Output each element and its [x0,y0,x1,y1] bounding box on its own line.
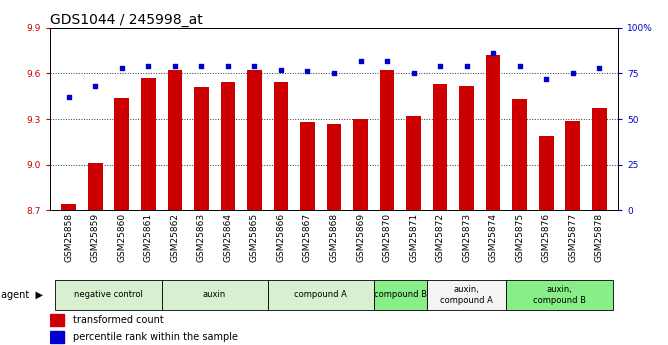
Bar [50,331,64,343]
Text: GSM25865: GSM25865 [250,213,259,262]
Bar [460,86,474,210]
Bar [427,280,506,310]
Point [329,71,339,76]
Bar [141,78,156,210]
Bar [274,82,288,210]
Text: GDS1044 / 245998_at: GDS1044 / 245998_at [50,12,203,27]
Bar [88,163,102,210]
Text: GSM25859: GSM25859 [91,213,100,262]
Text: GSM25874: GSM25874 [489,213,498,262]
Text: GSM25861: GSM25861 [144,213,153,262]
Bar [406,116,421,210]
Bar [247,70,262,210]
Point [222,63,233,69]
Point [408,71,419,76]
Bar [327,124,341,210]
Point [541,76,552,81]
Bar [380,70,394,210]
Text: GSM25871: GSM25871 [409,213,418,262]
Point [355,58,366,63]
Point [435,63,446,69]
Point [249,63,260,69]
Bar [566,120,580,210]
Text: GSM25863: GSM25863 [197,213,206,262]
Point [143,63,154,69]
Bar [592,108,607,210]
Text: GSM25864: GSM25864 [223,213,232,262]
Text: auxin,
compound A: auxin, compound A [440,285,493,305]
Text: GSM25866: GSM25866 [277,213,285,262]
Bar [374,280,427,310]
Point [567,71,578,76]
Bar [55,280,162,310]
Text: compound A: compound A [295,290,347,299]
Bar [220,82,235,210]
Bar [512,99,527,210]
Point [90,83,101,89]
Point [514,63,525,69]
Point [381,58,392,63]
Bar [433,84,448,210]
Bar [61,204,76,210]
Point [462,63,472,69]
Point [63,94,74,100]
Text: GSM25868: GSM25868 [329,213,339,262]
Bar [162,280,268,310]
Text: GSM25875: GSM25875 [515,213,524,262]
Point [196,63,206,69]
Text: GSM25878: GSM25878 [595,213,604,262]
Point [116,65,127,71]
Text: transformed count: transformed count [73,315,164,325]
Text: GSM25873: GSM25873 [462,213,471,262]
Text: GSM25862: GSM25862 [170,213,179,262]
Point [488,50,498,56]
Bar [268,280,374,310]
Text: GSM25872: GSM25872 [436,213,445,262]
Bar [168,70,182,210]
Bar [506,280,613,310]
Bar [353,119,368,210]
Bar [50,314,64,326]
Point [170,63,180,69]
Text: GSM25858: GSM25858 [64,213,73,262]
Point [594,65,605,71]
Point [302,69,313,74]
Text: auxin: auxin [203,290,226,299]
Bar [486,55,500,210]
Text: GSM25877: GSM25877 [568,213,577,262]
Text: GSM25870: GSM25870 [383,213,391,262]
Text: negative control: negative control [74,290,143,299]
Bar [114,98,129,210]
Text: GSM25869: GSM25869 [356,213,365,262]
Text: GSM25876: GSM25876 [542,213,550,262]
Text: GSM25867: GSM25867 [303,213,312,262]
Bar [194,87,208,210]
Text: percentile rank within the sample: percentile rank within the sample [73,333,238,342]
Point [276,67,287,72]
Text: auxin,
compound B: auxin, compound B [533,285,586,305]
Bar [300,122,315,210]
Text: agent  ▶: agent ▶ [1,290,43,300]
Bar [539,136,554,210]
Text: compound B: compound B [374,290,427,299]
Text: GSM25860: GSM25860 [118,213,126,262]
